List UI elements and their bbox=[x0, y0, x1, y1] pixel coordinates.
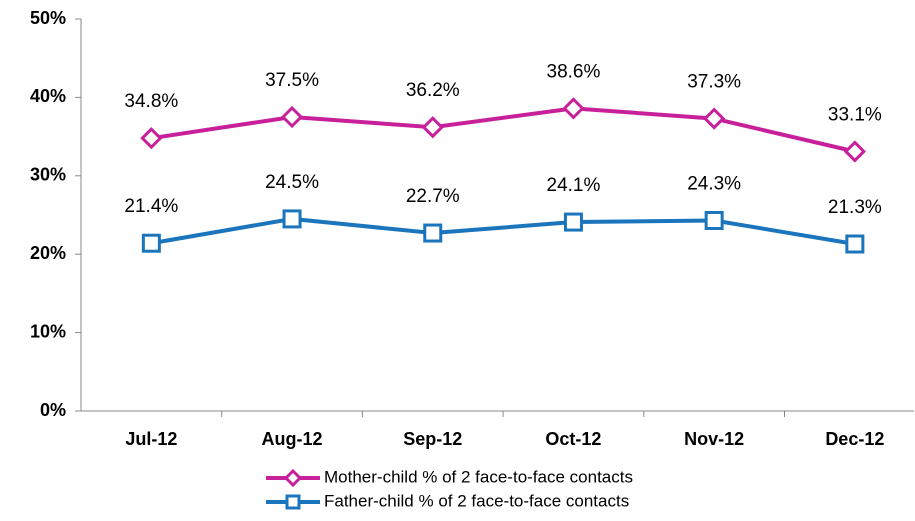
data-label: 21.4% bbox=[124, 196, 178, 217]
x-tick-label: Nov-12 bbox=[684, 429, 744, 449]
marker bbox=[562, 97, 585, 120]
data-label: 24.5% bbox=[265, 172, 319, 193]
y-tick-label: 30% bbox=[30, 165, 66, 185]
marker bbox=[285, 494, 301, 510]
data-label: 36.2% bbox=[406, 80, 460, 101]
x-tick-label: Sep-12 bbox=[403, 429, 462, 449]
data-label: 38.6% bbox=[547, 61, 601, 82]
x-tick-label: Jul-12 bbox=[125, 429, 177, 449]
data-label: 37.5% bbox=[265, 70, 319, 91]
marker bbox=[280, 105, 304, 129]
data-label: 22.7% bbox=[406, 186, 460, 207]
marker bbox=[563, 212, 583, 232]
marker bbox=[141, 233, 161, 253]
marker bbox=[845, 234, 865, 254]
data-label: 21.3% bbox=[828, 197, 882, 218]
marker bbox=[423, 223, 443, 243]
x-tick-label: Dec-12 bbox=[825, 429, 884, 449]
marker bbox=[843, 140, 866, 163]
series-line bbox=[151, 216, 856, 246]
data-label: 33.1% bbox=[828, 105, 882, 126]
marker bbox=[421, 116, 444, 139]
data-label: 34.8% bbox=[124, 91, 178, 112]
y-tick-label: 40% bbox=[30, 86, 66, 106]
y-tick-label: 20% bbox=[30, 243, 66, 263]
legend-label: Father-child % of 2 face-to-face contact… bbox=[324, 491, 629, 510]
series-line bbox=[151, 106, 856, 154]
data-label: 37.3% bbox=[687, 72, 741, 93]
y-tick-label: 0% bbox=[40, 400, 66, 420]
marker bbox=[704, 210, 724, 230]
x-tick-label: Oct-12 bbox=[545, 429, 601, 449]
marker bbox=[282, 209, 302, 229]
marker bbox=[283, 468, 303, 488]
data-label: 24.1% bbox=[547, 175, 601, 196]
legend-label: Mother-child % of 2 face-to-face contact… bbox=[324, 467, 633, 486]
y-tick-label: 10% bbox=[30, 321, 66, 341]
x-tick-label: Aug-12 bbox=[262, 429, 323, 449]
y-tick-label: 50% bbox=[30, 8, 66, 28]
marker bbox=[140, 127, 163, 150]
data-label: 24.3% bbox=[687, 174, 741, 195]
marker bbox=[703, 107, 726, 130]
